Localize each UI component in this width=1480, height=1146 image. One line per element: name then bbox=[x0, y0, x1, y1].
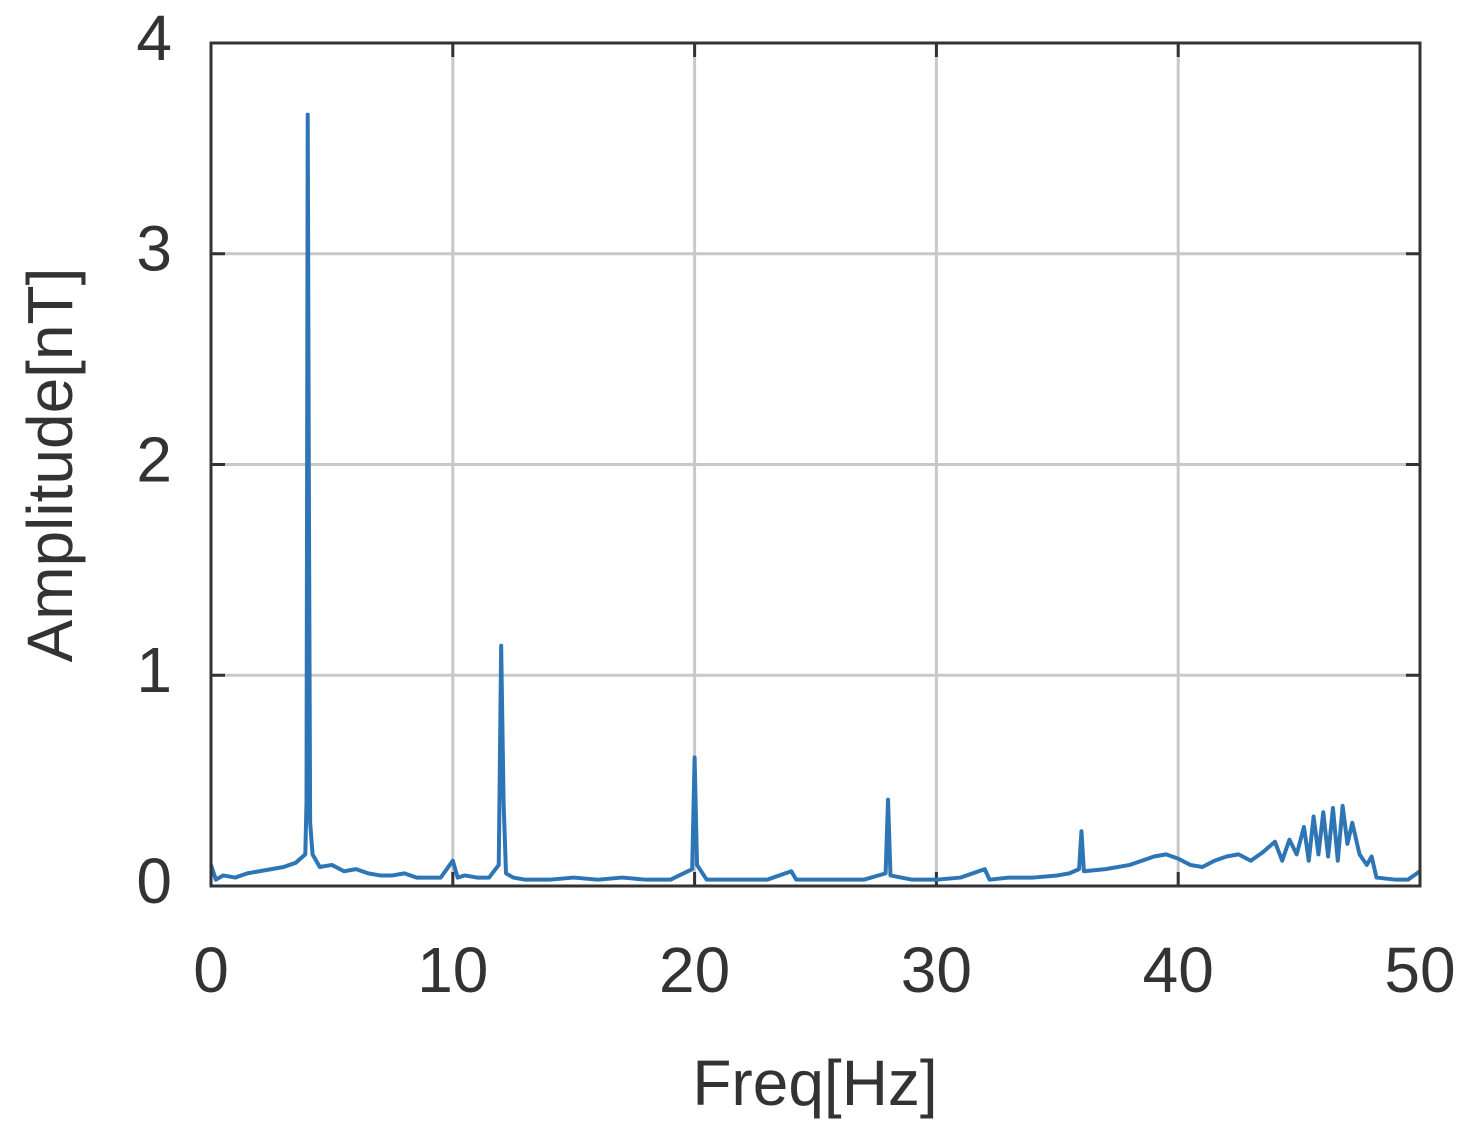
plot-frame bbox=[209, 41, 1422, 888]
y-axis-label: Amplitude[nT] bbox=[14, 268, 86, 663]
y-tick-label: 0 bbox=[136, 845, 172, 917]
y-tick-label: 4 bbox=[136, 2, 172, 74]
x-tick-label: 40 bbox=[1143, 934, 1214, 1006]
x-tick-label: 50 bbox=[1384, 934, 1455, 1006]
x-tick-label: 10 bbox=[417, 934, 488, 1006]
y-tick-label: 3 bbox=[136, 213, 172, 285]
y-tick-label: 2 bbox=[136, 423, 172, 495]
data-line bbox=[209, 112, 1422, 882]
x-tick-label: 0 bbox=[193, 934, 229, 1006]
y-tick-label: 1 bbox=[136, 634, 172, 706]
x-tick-label: 30 bbox=[901, 934, 972, 1006]
x-tick-label: 20 bbox=[659, 934, 730, 1006]
x-axis-label: Freq[Hz] bbox=[692, 1047, 937, 1119]
